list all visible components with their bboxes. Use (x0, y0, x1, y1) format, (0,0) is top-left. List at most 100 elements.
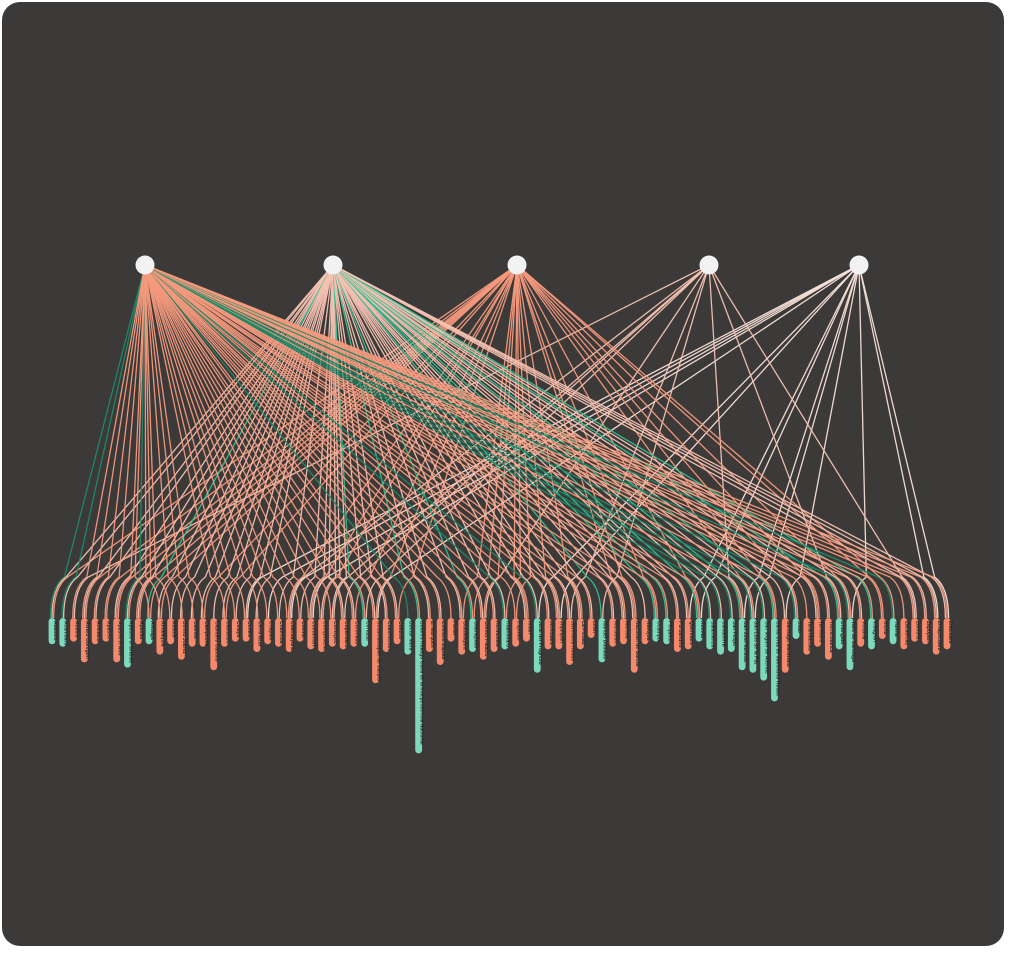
leaf-label: Puruándiro (677, 621, 683, 648)
leaf-node[interactable]: Acámbaro (59, 618, 69, 647)
leaf-node[interactable]: Comonfort (307, 618, 317, 650)
leaf-node[interactable]: Puruándiro (674, 618, 683, 652)
leaf-node[interactable]: Romita (695, 618, 705, 642)
hub-node-3[interactable] (507, 255, 527, 275)
leaf-node[interactable]: Juventino Rosas (566, 618, 575, 665)
leaf-node[interactable]: Abasolo (48, 618, 58, 645)
link (144, 264, 721, 619)
leaf-node[interactable]: Doctor Mora (404, 618, 414, 655)
leaf-node[interactable]: Ocampo (652, 618, 662, 642)
leaf-node[interactable]: Fortín (447, 618, 457, 642)
leaf-node[interactable]: Zamora (911, 618, 920, 642)
leaf-node[interactable]: Tierra Blanca (824, 618, 834, 660)
leaf-node[interactable]: Coahuayana (285, 618, 295, 652)
leaf-node[interactable]: Dolores Hidalgo Cuna de la Independencia… (415, 618, 424, 754)
hub-node-5[interactable] (849, 255, 869, 275)
leaf-node[interactable]: Contepec (328, 618, 338, 647)
leaf-node[interactable]: Cuauhtémoc (382, 618, 392, 652)
leaf-node[interactable]: Salamanca (706, 618, 716, 650)
leaf-pill (80, 618, 88, 663)
leaf-node[interactable]: Álvaro Obregón (80, 618, 91, 663)
leaf-node[interactable]: La Piedad (576, 618, 586, 650)
leaf-node[interactable]: Morelia (620, 618, 629, 645)
leaf-node[interactable]: Huanímaro (501, 618, 511, 650)
leaf-node[interactable]: Tarandacuao (803, 618, 813, 655)
leaf-label: Tarandacuao (807, 621, 813, 652)
leaf-node[interactable]: San Miguel de Allende (760, 618, 769, 681)
leaf-node[interactable]: Atlixco (167, 618, 176, 645)
leaf-node[interactable]: Chavinda (275, 618, 284, 647)
leaf-node[interactable]: El Marqués (426, 618, 435, 652)
leaf-node[interactable]: Amealco (91, 618, 101, 645)
leaf-node[interactable]: Santa Cruz de Juventino Rosas (771, 618, 780, 702)
leaf-pill (134, 618, 142, 645)
leaf-node[interactable]: Benito Juárez (177, 618, 187, 660)
leaf-label: El Marqués (429, 621, 435, 648)
link (516, 264, 777, 619)
leaf-node[interactable]: Cortazar (361, 618, 371, 647)
leaf-node[interactable]: Compostela (318, 618, 327, 652)
leaf-node[interactable]: Santiago Maravatío (781, 618, 791, 673)
leaf-node[interactable]: Querétaro (684, 618, 694, 650)
leaf-node[interactable]: Apaseo el Alto (113, 618, 122, 663)
leaf-node[interactable]: Cerro Azul (253, 618, 263, 652)
leaf-node[interactable]: Victoria (857, 618, 867, 647)
leaf-node[interactable]: Colima (296, 618, 306, 642)
leaf-node[interactable]: Guadalajara (458, 618, 468, 655)
leaf-node[interactable]: Hermosillo (490, 618, 500, 652)
leaf-node[interactable]: Castaños (221, 618, 230, 647)
leaf-node[interactable]: Xichú (878, 618, 888, 639)
leaf-node[interactable]: Jiquilpan (555, 618, 565, 650)
leaf-node[interactable]: Campeche (199, 618, 209, 647)
leaf-node[interactable]: Centro (242, 618, 252, 642)
hub-node-1[interactable] (135, 255, 155, 275)
leaf-node[interactable]: Arteaga (145, 618, 155, 645)
leaf-node[interactable]: Manuel Doblado (598, 618, 608, 663)
link (332, 264, 550, 619)
hub-node-4[interactable] (699, 255, 719, 275)
leaf-node[interactable]: Calvillo (188, 618, 198, 647)
link (144, 264, 194, 619)
leaf-node[interactable]: Nacozari de García (630, 618, 640, 673)
leaf-node[interactable]: Aculco (70, 618, 79, 642)
leaf-node[interactable]: Celaya (231, 618, 241, 642)
leaf-node[interactable]: Apaseo el Grande (124, 618, 133, 668)
leaf-node[interactable]: Zapopan (922, 618, 931, 645)
leaf-node[interactable]: San Felipe (727, 618, 737, 652)
leaf-node[interactable]: Copándaro (339, 618, 349, 650)
leaf-node[interactable]: Chapala (264, 618, 273, 645)
leaf-node[interactable]: Zacatecas (900, 618, 910, 650)
leaf-node[interactable]: Apaseo (102, 618, 112, 642)
leaf-label: Irapuato (515, 621, 521, 641)
leaf-node[interactable]: Atitalaquia (156, 618, 166, 655)
leaf-node[interactable]: Guanajuato (469, 618, 478, 652)
leaf-node[interactable]: Emiliano Zapata (436, 618, 446, 665)
leaf-node[interactable]: Coronado (350, 618, 360, 647)
leaf-node[interactable]: Zinapécuaro (932, 618, 942, 655)
leaf-node[interactable]: Uriangato (835, 618, 845, 650)
leaf-node[interactable]: San Luis de la Paz (749, 618, 759, 673)
leaf-node[interactable]: Salvatierra (717, 618, 726, 655)
leaf-node[interactable]: Valle de Santiago (846, 618, 856, 671)
hub-node-2[interactable] (323, 255, 343, 275)
leaf-node[interactable]: Gómez Palacio (479, 618, 489, 660)
leaf-label: Zinapécuaro (936, 621, 942, 651)
leaf-node[interactable]: Jerécuaro (544, 618, 554, 650)
leaf-node[interactable]: Moroleón (609, 618, 619, 647)
leaf-node[interactable]: Yuriria (889, 618, 899, 645)
leaf-node[interactable]: Tarimoro (814, 618, 823, 647)
leaf-node[interactable]: Jaral del Progreso (533, 618, 543, 673)
leaf-node[interactable]: Ixtlán (523, 618, 532, 642)
leaf-node[interactable]: Apaxtla (134, 618, 144, 645)
leaf-node[interactable]: León (587, 618, 597, 638)
leaf-node[interactable]: Villagrán (868, 618, 877, 650)
leaf-node[interactable]: Silao (792, 618, 802, 639)
leaf-node[interactable]: Pénjamo (663, 618, 672, 645)
leaf-node[interactable]: Cuitzeo (393, 618, 403, 645)
leaf-node[interactable]: Cosamaloapan de Carpio (372, 618, 381, 684)
leaf-node[interactable]: Irapuato (512, 618, 521, 647)
leaf-node[interactable]: San José Iturbide (738, 618, 748, 671)
leaf-node[interactable]: Navojoa (641, 618, 651, 645)
leaf-node[interactable]: Casimiro Castillo (210, 618, 220, 671)
leaf-node[interactable]: Zitácuaro (943, 618, 953, 650)
